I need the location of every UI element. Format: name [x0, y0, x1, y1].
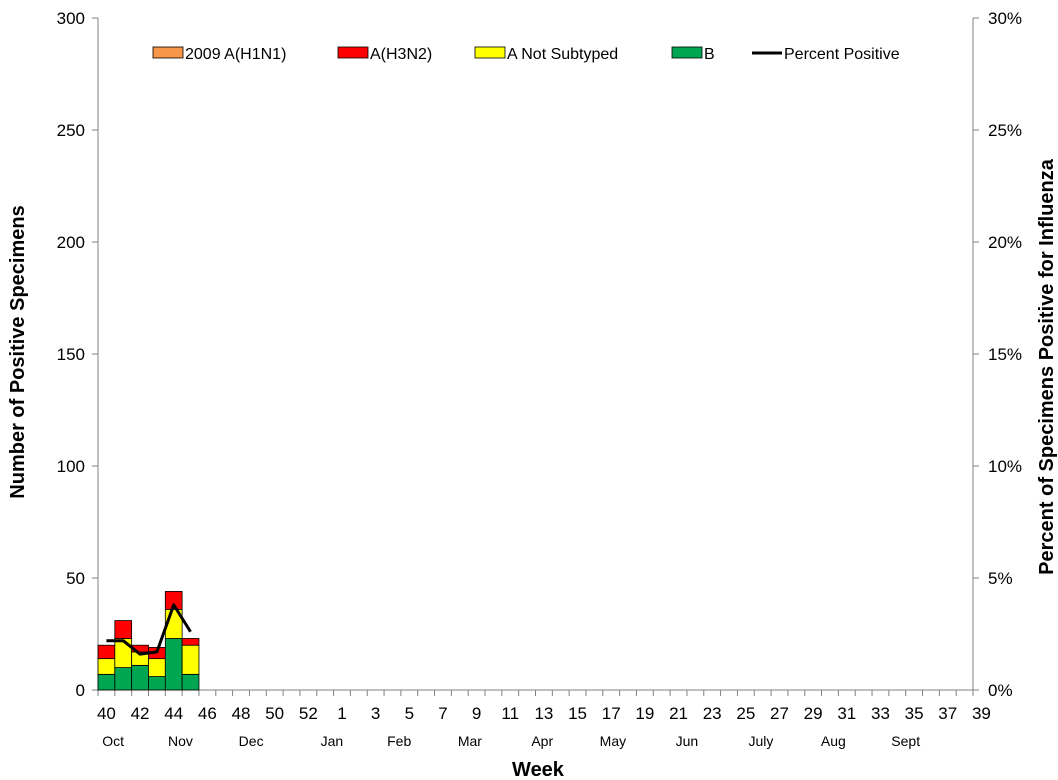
week-label: 46 — [198, 704, 217, 723]
y2-tick-label: 15% — [988, 345, 1022, 364]
bar-h3n2-segment — [97, 644, 116, 660]
y-tick-label: 100 — [57, 457, 85, 476]
legend: 2009 A(H1N1) A(H3N2) A Not Subtyped B Percen… — [152, 46, 900, 63]
week-label: 15 — [568, 704, 587, 723]
bar-h3n2-segment — [164, 591, 183, 610]
month-label: Apr — [531, 733, 553, 749]
y-axis-title: Number of Positive Specimens — [7, 205, 29, 498]
bar-b-segment — [114, 667, 133, 691]
month-label: Sept — [891, 733, 920, 749]
left-y-ticks: 0 50 100 150 200 250 300 — [57, 9, 98, 700]
legend-percent-positive-label: Percent Positive — [784, 46, 900, 63]
percent-positive-line — [106, 603, 192, 656]
week-label: 44 — [164, 704, 183, 723]
y2-tick-label: 5% — [988, 569, 1013, 588]
week-label: 29 — [804, 704, 823, 723]
legend-h1n1-swatch — [152, 46, 184, 59]
y2-tick-label: 20% — [988, 233, 1022, 252]
month-label: July — [749, 733, 774, 749]
month-label: Dec — [239, 733, 264, 749]
week-label: 19 — [635, 704, 654, 723]
week-label: 11 — [501, 704, 519, 723]
week-label: 37 — [938, 704, 957, 723]
month-label: Jun — [676, 733, 699, 749]
y2-axis-title: Percent of Specimens Positive for Influe… — [1036, 158, 1058, 575]
legend-h3n2-swatch — [337, 46, 369, 59]
week-label: 40 — [97, 704, 116, 723]
month-label: May — [600, 733, 626, 749]
legend-b-label: B — [704, 46, 715, 63]
bar-h3n2-segment — [114, 620, 133, 639]
y2-tick-label: 0% — [988, 681, 1013, 700]
week-label: 17 — [602, 704, 621, 723]
y-tick-label: 150 — [57, 345, 85, 364]
right-y-ticks: 0% 5% 10% 15% 20% 25% 30% — [973, 9, 1022, 700]
bar-b-segment — [97, 673, 116, 691]
bar-a-not-subtyped-segment — [148, 658, 166, 677]
legend-a-not-subtyped-swatch — [474, 46, 506, 59]
week-label: 21 — [669, 704, 688, 723]
y-tick-label: 200 — [57, 233, 85, 252]
month-labels: Oct Nov Dec Jan Feb Mar Apr May Jun July Aug Sept — [102, 733, 920, 749]
week-label: 3 — [371, 704, 380, 723]
legend-h3n2-label: A(H3N2) — [370, 46, 432, 63]
week-label: 39 — [972, 704, 991, 723]
y-tick-label: 50 — [66, 569, 85, 588]
week-label: 9 — [472, 704, 481, 723]
y2-tick-label: 10% — [988, 457, 1022, 476]
week-label: 25 — [736, 704, 755, 723]
bar-a-not-subtyped-segment — [181, 644, 200, 675]
percent-positive-polyline — [106, 603, 192, 656]
month-label: Oct — [102, 733, 124, 749]
bar-b-segment — [131, 664, 149, 691]
month-label: Feb — [387, 733, 411, 749]
y-tick-label: 0 — [76, 681, 85, 700]
week-label: 27 — [770, 704, 789, 723]
bar-h3n2-segment — [181, 638, 200, 646]
week-label: 31 — [837, 704, 856, 723]
y2-tick-label: 25% — [988, 121, 1022, 140]
week-label: 13 — [534, 704, 553, 723]
week-label: 52 — [299, 704, 318, 723]
legend-h1n1-label: 2009 A(H1N1) — [185, 46, 286, 63]
month-label: Jan — [321, 733, 344, 749]
week-label: 42 — [131, 704, 150, 723]
week-label: 1 — [337, 704, 346, 723]
month-label: Aug — [821, 733, 846, 749]
x-axis-title: Week — [512, 759, 565, 780]
y-tick-label: 250 — [57, 121, 85, 140]
week-label: 7 — [438, 704, 447, 723]
x-ticks: 40 42 44 46 48 50 52 1 3 5 7 9 11 13 15 17 19 21 23 25 27 29 3… — [97, 690, 991, 723]
bar-b-segment — [164, 638, 183, 691]
bar-a-not-subtyped-segment — [114, 638, 133, 668]
y-tick-label: 300 — [57, 9, 85, 28]
legend-a-not-subtyped-label: A Not Subtyped — [507, 46, 618, 63]
bar-b-segment — [148, 676, 166, 691]
bar-b-segment — [181, 673, 200, 691]
week-label: 50 — [265, 704, 284, 723]
month-label: Mar — [458, 733, 482, 749]
legend-b-swatch — [671, 46, 703, 59]
week-label: 35 — [905, 704, 924, 723]
month-label: Nov — [168, 733, 193, 749]
bar-a-not-subtyped-segment — [97, 658, 116, 675]
week-label: 48 — [232, 704, 251, 723]
y2-tick-label: 30% — [988, 9, 1022, 28]
week-label: 5 — [405, 704, 414, 723]
week-label: 23 — [703, 704, 722, 723]
week-label: 33 — [871, 704, 890, 723]
